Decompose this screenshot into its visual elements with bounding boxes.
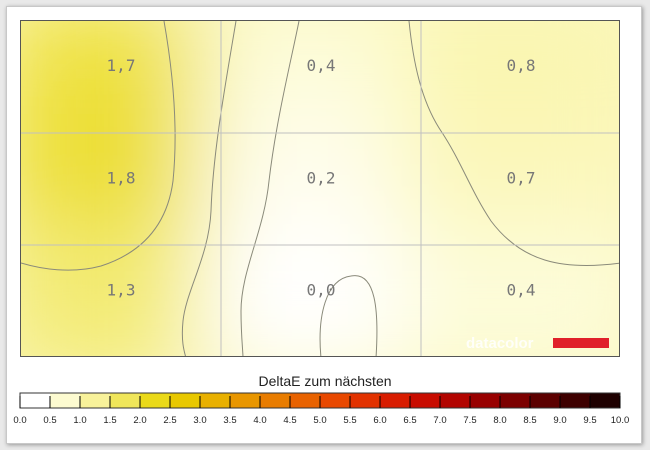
colorbar-swatch bbox=[140, 393, 171, 408]
colorbar-swatch bbox=[440, 393, 471, 408]
colorbar-swatch bbox=[530, 393, 561, 408]
cell-value-label: 1,8 bbox=[107, 168, 136, 187]
colorbar-swatch bbox=[110, 393, 141, 408]
colorbar-swatch bbox=[350, 393, 381, 408]
watermark: datacolor bbox=[466, 335, 609, 352]
contour-line bbox=[319, 275, 378, 356]
heatmap-panel: 1,7 0,4 0,8 1,8 0,2 0,7 1,3 0,0 0,4 datacolor bbox=[20, 20, 620, 357]
colorbar-tick-label: 1.5 bbox=[103, 415, 116, 426]
colorbar-swatch bbox=[230, 393, 261, 408]
colorbar: 0.0 0.5 1.0 1.5 2.0 2.5 3.0 3.5 4.0 4.5 5.0 5.5 6.0 6… bbox=[13, 392, 630, 426]
colorbar-tick-label: 7.5 bbox=[463, 415, 476, 426]
cell-value-label: 0,8 bbox=[507, 56, 536, 75]
colorbar-tick-label: 0.0 bbox=[13, 415, 26, 426]
colorbar-swatch bbox=[80, 393, 111, 408]
colorbar-tick-label: 6.5 bbox=[403, 415, 416, 426]
colorbar-tick-label: 4.0 bbox=[253, 415, 266, 426]
colorbar-tick-label: 9.0 bbox=[553, 415, 566, 426]
colorbar-swatch bbox=[320, 393, 351, 408]
colorbar-swatch bbox=[260, 393, 291, 408]
colorbar-tick-label: 3.5 bbox=[223, 415, 236, 426]
colorbar-swatch bbox=[170, 393, 201, 408]
cell-value-label: 0,2 bbox=[307, 168, 336, 187]
colorbar-tick-label: 8.0 bbox=[493, 415, 506, 426]
colorbar-swatch bbox=[470, 393, 501, 408]
watermark-accent-bar bbox=[553, 338, 609, 348]
cell-value-label: 0,7 bbox=[507, 168, 536, 187]
colorbar-tick-label: 0.5 bbox=[43, 415, 56, 426]
colorbar-swatch bbox=[380, 393, 411, 408]
contour-line bbox=[21, 21, 176, 271]
colorbar-tick-label: 4.5 bbox=[283, 415, 296, 426]
colorbar-tick-label: 9.5 bbox=[583, 415, 596, 426]
watermark-text: datacolor bbox=[466, 335, 534, 352]
colorbar-tick-label: 6.0 bbox=[373, 415, 386, 426]
cell-value-label: 0,0 bbox=[307, 281, 336, 300]
colorbar-tick-label: 2.5 bbox=[163, 415, 176, 426]
contour-line bbox=[408, 21, 619, 267]
colorbar-tick-label: 1.0 bbox=[73, 415, 86, 426]
colorbar-tick-label: 5.5 bbox=[343, 415, 356, 426]
colorbar-swatch bbox=[200, 393, 231, 408]
colorbar-swatch bbox=[20, 393, 51, 408]
contour-line bbox=[181, 21, 237, 356]
cell-value-label: 0,4 bbox=[507, 281, 536, 300]
colorbar-tick-label: 7.0 bbox=[433, 415, 446, 426]
contour-line bbox=[240, 21, 300, 356]
colorbar-swatch bbox=[290, 393, 321, 408]
cell-value-label: 1,3 bbox=[107, 281, 136, 300]
colorbar-swatch bbox=[500, 393, 531, 408]
cell-value-label: 0,4 bbox=[307, 56, 336, 75]
colorbar-swatch bbox=[50, 393, 81, 408]
colorbar-tick-label: 8.5 bbox=[523, 415, 536, 426]
contour-lines bbox=[21, 21, 619, 356]
colorbar-swatch bbox=[560, 393, 591, 408]
heatmap-cell bbox=[401, 225, 619, 356]
colorbar-tick-label: 2.0 bbox=[133, 415, 146, 426]
colorbar-tick-label: 3.0 bbox=[193, 415, 206, 426]
colorbar-swatch bbox=[590, 393, 621, 408]
grid-lines bbox=[21, 21, 619, 356]
colorbar-tick-label: 5.0 bbox=[313, 415, 326, 426]
cell-value-label: 1,7 bbox=[107, 56, 136, 75]
colorbar-swatch bbox=[410, 393, 441, 408]
heatmap-svg: 1,7 0,4 0,8 1,8 0,2 0,7 1,3 0,0 0,4 datacolor bbox=[21, 21, 619, 356]
colorbar-label: DeltaE zum nächsten bbox=[258, 373, 392, 389]
colorbar-tick-label: 10.0 bbox=[611, 415, 630, 426]
